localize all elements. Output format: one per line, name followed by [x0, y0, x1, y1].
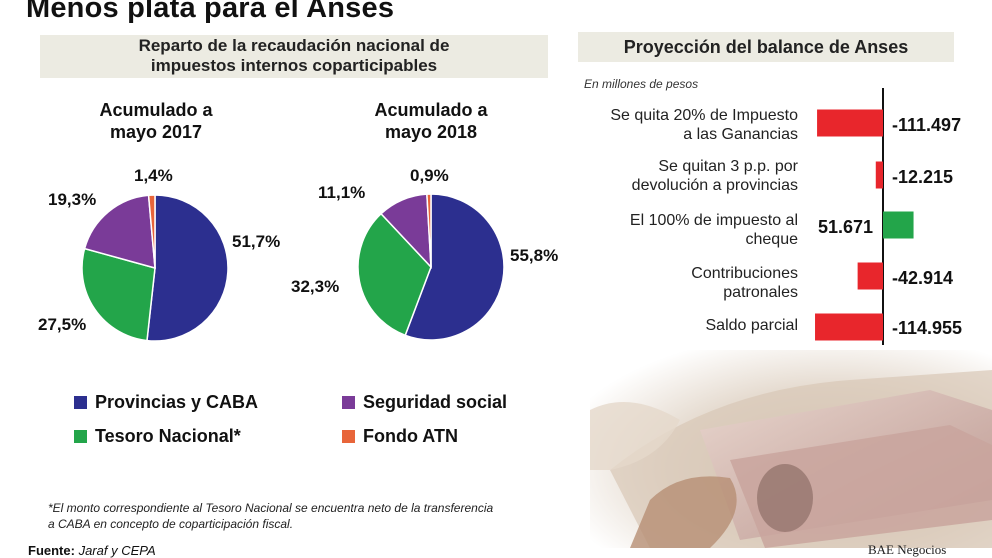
footnote: *El monto correspondiente al Tesoro Naci…: [48, 500, 568, 532]
bar-value-cheque: 51.671: [818, 217, 874, 237]
bar-provincias: [875, 161, 883, 189]
legend-swatch-atn: [342, 430, 355, 443]
bar-label-ganancias: Se quita 20% de Impuesto a las Ganancias: [580, 106, 798, 144]
infographic-title: Menos plata para el Anses: [26, 0, 395, 24]
legend-label-atn: Fondo ATN: [363, 426, 458, 446]
bar-label-provincias-line1: Se quitan 3 p.p. por: [658, 158, 798, 175]
bar-value-contribuciones: -42.914: [892, 268, 954, 288]
pie-2018-slice-tesoro: [357, 212, 432, 337]
source-label: Fuente:: [28, 543, 75, 558]
legend-item-provincias: Provincias y CABA: [74, 392, 258, 413]
source-value: Jaraf y CEPA: [78, 543, 156, 558]
legend-swatch-tesoro: [74, 430, 87, 443]
footnote-line1: *El monto correspondiente al Tesoro Naci…: [48, 501, 494, 515]
pie-2017-slice-tesoro: [81, 247, 156, 342]
bar-saldo: [815, 313, 883, 341]
bar-value-provincias: -12.215: [892, 167, 954, 187]
bar-label-provincias-line2: devolución a provincias: [631, 177, 798, 194]
credit: BAE Negocios: [868, 542, 947, 557]
pie-2017-label-tesoro: 27,5%: [38, 315, 87, 334]
pie-2018-slice-atn: [426, 193, 432, 268]
pie-2018-label-seguridad: 11,1%: [318, 183, 366, 202]
bar-ganancias: [817, 109, 883, 137]
pie-2018-label-atn: 0,9%: [410, 166, 449, 185]
bar-label-cheque-line1: El 100% de impuesto al: [629, 212, 798, 229]
bar-label-saldo-line1: Saldo parcial: [705, 317, 799, 334]
pie-2017-label-provincias: 51,7%: [232, 232, 281, 251]
bar-cheque: [883, 211, 914, 239]
pie-2018-slice-provincias: [404, 193, 505, 341]
bar-value-saldo: -114.955: [892, 318, 963, 338]
legend-item-tesoro: Tesoro Nacional*: [74, 426, 241, 447]
source: Fuente: Jaraf y CEPA: [28, 543, 156, 558]
pie-2017-title-line2: mayo 2017: [109, 122, 203, 142]
bar-label-ganancias-line2: a las Ganancias: [683, 126, 798, 143]
legend-item-atn: Fondo ATN: [342, 426, 458, 447]
pie-2018-title: Acumulado a mayo 2018: [331, 99, 531, 143]
bar-value-ganancias: -111.497: [892, 115, 962, 135]
pie-2017-title: Acumulado a mayo 2017: [56, 99, 256, 143]
left-panel-title: Reparto de la recaudación nacional de im…: [40, 35, 548, 78]
pie-2017-slice-atn: [147, 194, 156, 269]
bar-label-contribuciones: Contribuciones patronales: [580, 264, 798, 302]
pie-2018-label-tesoro: 32,3%: [291, 277, 340, 296]
left-panel-title-line1: Reparto de la recaudación nacional de: [138, 36, 450, 55]
bar-label-cheque-line2: cheque: [745, 231, 799, 248]
pie-2018-label-provincias: 55,8%: [510, 246, 559, 265]
units-label: En millones de pesos: [584, 77, 699, 91]
pie-2017-slice-provincias: [146, 194, 229, 342]
bar-label-cheque: El 100% de impuesto al cheque: [580, 211, 798, 249]
bar-label-ganancias-line1: Se quita 20% de Impuesto: [610, 107, 798, 124]
legend-swatch-provincias: [74, 396, 87, 409]
legend-item-seguridad: Seguridad social: [342, 392, 507, 413]
banknotes-photo: [590, 350, 992, 548]
left-panel-title-line2: impuestos internos coparticipables: [150, 56, 438, 75]
legend-label-seguridad: Seguridad social: [363, 392, 508, 412]
footnote-line2: a CABA en concepto de coparticipación fi…: [48, 517, 294, 531]
bar-contribuciones: [857, 262, 883, 290]
bar-label-contribuciones-line1: Contribuciones: [691, 265, 798, 282]
pie-2017-label-atn: 1,4%: [134, 166, 173, 185]
legend-label-provincias: Provincias y CABA: [95, 392, 259, 412]
pie-2017-label-seguridad: 19,3%: [48, 190, 97, 209]
legend-swatch-seguridad: [342, 396, 355, 409]
pie-2018-title-line1: Acumulado a: [374, 100, 488, 120]
bar-label-saldo: Saldo parcial: [580, 316, 799, 335]
bar-label-contribuciones-line2: patronales: [723, 284, 798, 301]
bar-label-provincias: Se quitan 3 p.p. por devolución a provin…: [580, 157, 798, 195]
pie-2018-title-line2: mayo 2018: [384, 122, 478, 142]
right-panel-title: Proyección del balance de Anses: [578, 32, 954, 62]
legend-label-tesoro: Tesoro Nacional*: [95, 426, 241, 446]
pie-2017-slice-seguridad: [83, 194, 156, 270]
pie-2017-title-line1: Acumulado a: [99, 100, 213, 120]
